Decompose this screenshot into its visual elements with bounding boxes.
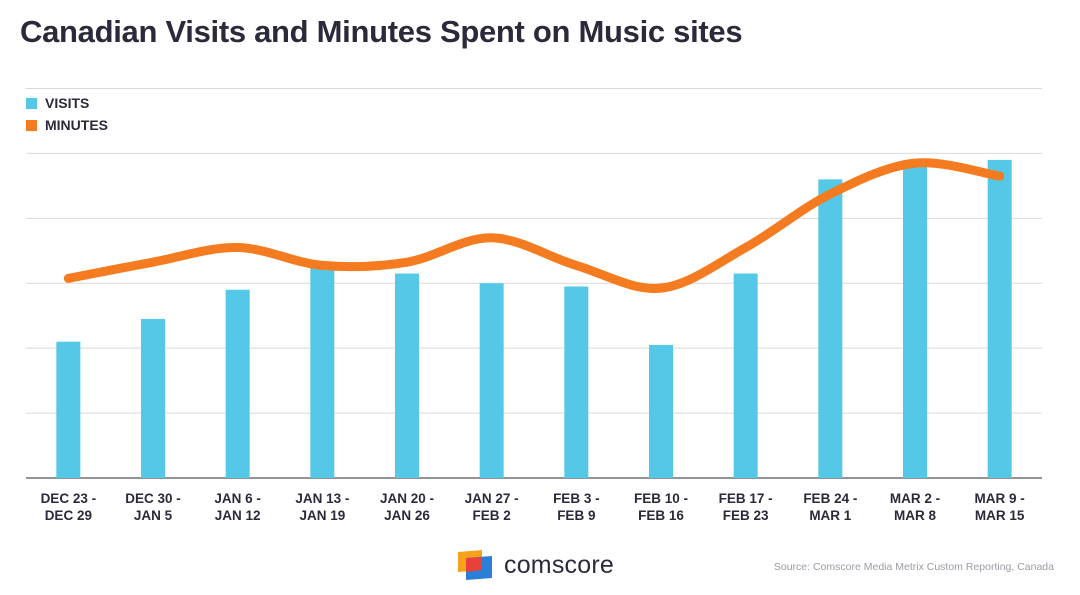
comscore-logo-icon — [458, 550, 492, 580]
x-tick-label-line: FEB 2 — [473, 508, 511, 523]
bar-visits — [56, 341, 81, 478]
x-tick-label-line: JAN 20 - — [380, 491, 434, 506]
bar-visits — [310, 267, 335, 478]
legend-label-visits: VISITS — [45, 95, 90, 111]
bar-visits — [987, 159, 1012, 478]
x-tick-label-line: FEB 16 — [638, 508, 684, 523]
x-tick-label-line: MAR 9 - — [975, 491, 1025, 506]
x-tick-label: FEB 3 - FEB 9 — [553, 491, 600, 523]
visits-bars — [56, 159, 1012, 478]
legend-swatch-visits — [26, 97, 37, 109]
bar-visits — [903, 159, 927, 478]
bar-visits — [649, 344, 673, 478]
minutes-line-group — [63, 158, 1005, 293]
x-tick-label-line: JAN 6 - — [214, 491, 261, 506]
x-tick-label-line: MAR 1 — [809, 508, 851, 523]
x-tick-label-line: JAN 12 — [215, 508, 261, 523]
x-tick-label: DEC 30 - JAN 5 — [125, 491, 181, 523]
x-axis-labels: DEC 23 - DEC 29 DEC 30 - JAN 5 JAN 6 - JAN 12… — [41, 491, 1025, 523]
legend-item-minutes: MINUTES — [26, 114, 108, 136]
gridlines — [26, 87, 1042, 479]
x-tick-label-line: DEC 29 — [45, 508, 92, 523]
x-tick-label-line: MAR 2 - — [890, 491, 940, 506]
bar-visits — [564, 286, 589, 478]
bar-visits — [395, 273, 419, 478]
comscore-logo-text: comscore — [504, 550, 614, 579]
minutes-line — [63, 158, 1005, 293]
chart-title: Canadian Visits and Minutes Spent on Mus… — [20, 14, 743, 49]
x-tick-label-line: DEC 30 - — [125, 491, 181, 506]
legend-swatch-minutes — [26, 119, 37, 131]
bar-visits — [225, 289, 250, 478]
x-tick-label-line: FEB 3 - — [553, 491, 600, 506]
bar-visits — [141, 318, 165, 478]
x-tick-label-line: FEB 10 - — [634, 491, 688, 506]
legend-item-visits: VISITS — [26, 92, 108, 114]
legend: VISITS MINUTES — [26, 92, 108, 136]
x-tick-label: JAN 6 - JAN 12 — [214, 491, 261, 523]
x-tick-label: JAN 27 - FEB 2 — [465, 491, 519, 523]
x-tick-label: FEB 10 - FEB 16 — [634, 491, 688, 523]
x-tick-label-line: FEB 23 — [723, 508, 769, 523]
x-tick-label-line: FEB 9 — [557, 508, 595, 523]
x-tick-label: FEB 17 - FEB 23 — [719, 491, 773, 523]
x-tick-label-line: JAN 19 — [299, 508, 345, 523]
bar-visits — [479, 283, 504, 478]
x-tick-label: DEC 23 - DEC 29 — [41, 491, 97, 523]
chart-canvas: DEC 23 - DEC 29 DEC 30 - JAN 5 JAN 6 - JAN 12… — [26, 87, 1042, 523]
x-tick-label-line: JAN 13 - — [295, 491, 349, 506]
comscore-logo: comscore — [458, 550, 614, 580]
x-tick-label-line: MAR 8 — [894, 508, 936, 523]
x-tick-label-line: DEC 23 - — [41, 491, 97, 506]
x-tick-label-line: FEB 24 - — [803, 491, 857, 506]
bar-visits — [733, 273, 758, 478]
x-tick-label-line: FEB 17 - — [719, 491, 773, 506]
bar-visits — [818, 179, 843, 478]
source-note: Source: Comscore Media Metrix Custom Rep… — [773, 561, 1054, 573]
x-tick-label-line: JAN 26 — [384, 508, 430, 523]
legend-label-minutes: MINUTES — [45, 117, 108, 133]
x-tick-label: MAR 2 - MAR 8 — [890, 491, 940, 523]
x-tick-label: JAN 20 - JAN 26 — [380, 491, 434, 523]
x-tick-label-line: MAR 15 — [975, 508, 1025, 523]
x-tick-label: MAR 9 - MAR 15 — [975, 491, 1025, 523]
x-tick-label-line: JAN 5 — [134, 508, 173, 523]
x-tick-label: JAN 13 - JAN 19 — [295, 491, 349, 523]
x-tick-label: FEB 24 - MAR 1 — [803, 491, 857, 523]
x-tick-label-line: JAN 27 - — [465, 491, 519, 506]
